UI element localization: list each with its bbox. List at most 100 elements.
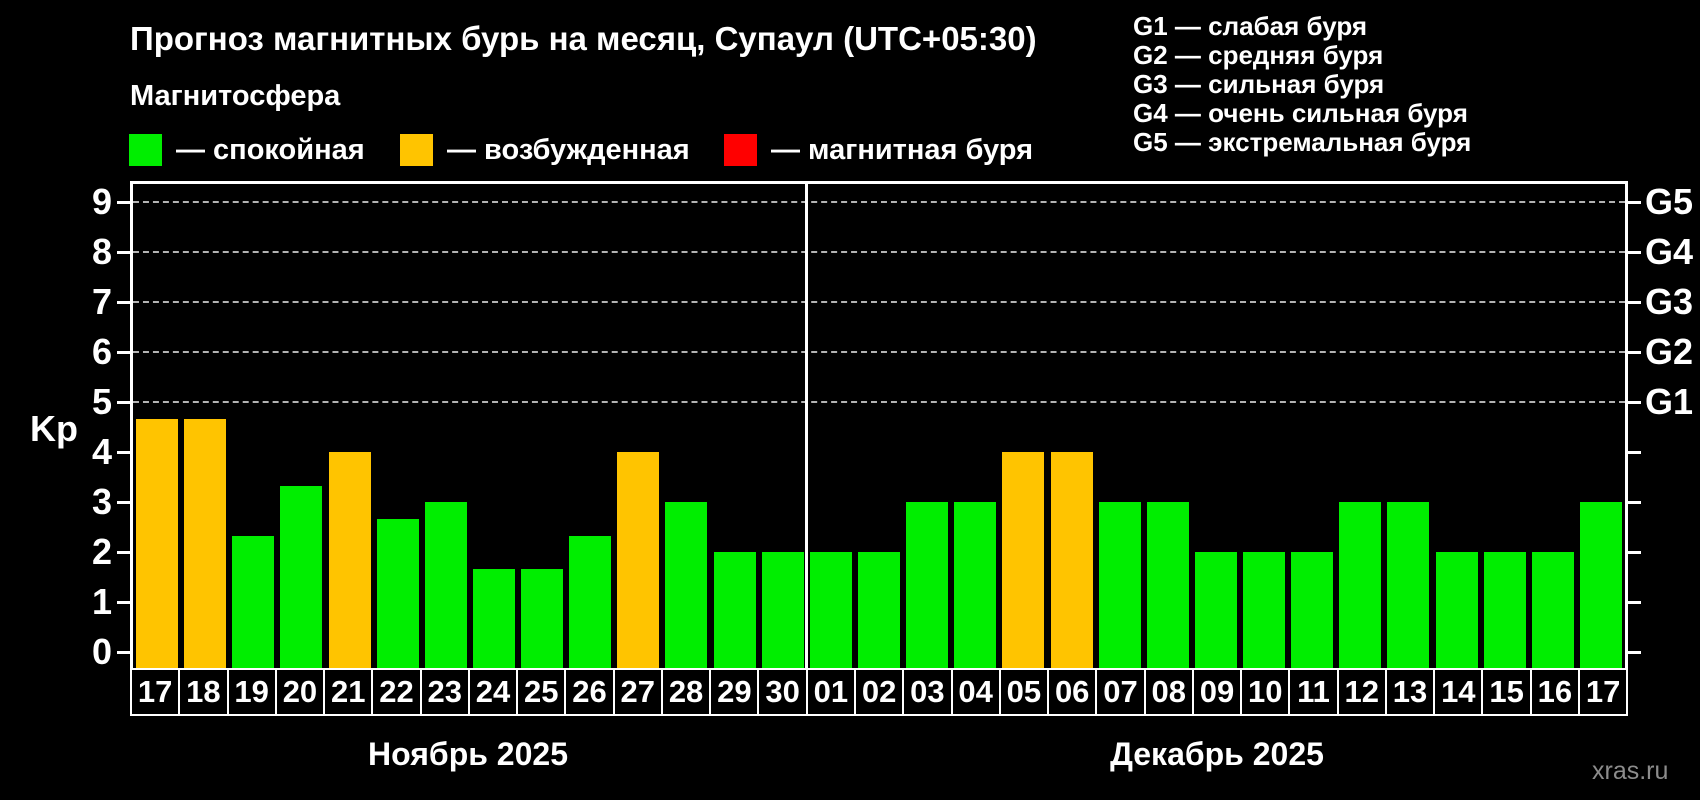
date-label: 02 [853, 668, 905, 716]
storm-scale-item: G4 — очень сильная буря [1133, 98, 1468, 128]
kp-bar [424, 502, 467, 668]
date-label: 14 [1433, 668, 1484, 716]
magnetosphere-label: Магнитосфера [130, 80, 341, 112]
kp-bar [617, 452, 660, 668]
date-label: 26 [564, 668, 615, 716]
month-divider-line [805, 184, 809, 668]
g-level-label: G1 [1645, 381, 1694, 422]
date-label: 12 [1336, 668, 1387, 716]
date-label: 16 [1529, 668, 1580, 716]
date-label: 11 [1288, 668, 1339, 716]
date-label: 08 [1143, 668, 1194, 716]
y-tick-label: 4 [91, 431, 112, 472]
date-label: 20 [274, 668, 326, 716]
y-tick-label: 9 [91, 181, 112, 222]
g-level-label: G3 [1645, 281, 1694, 322]
g-tick-mark [1628, 250, 1641, 254]
y-tick-label: 7 [91, 281, 112, 322]
kp-bar [1291, 552, 1334, 668]
y-tick-mark [117, 600, 130, 604]
g-tick-mark [1628, 650, 1641, 654]
kp-bar [472, 568, 515, 668]
y-axis-title: Kp [30, 408, 78, 449]
kp-bar [665, 502, 708, 668]
kp-bar [569, 535, 612, 668]
g-tick-mark [1628, 450, 1641, 454]
date-axis: 17 18 19 20 21 22 23 24 25 26 27 28 29 30 01 02 03 04 05 06… [130, 668, 1629, 716]
legend-label-quiet: — спокойная [176, 133, 365, 166]
kp-bar [1387, 502, 1430, 668]
legend-swatch-quiet [129, 134, 162, 166]
kp-bar [858, 552, 900, 668]
kp-bar [521, 568, 564, 668]
kp-bar [1098, 502, 1141, 668]
y-tick-mark [117, 200, 130, 204]
storm-scale-legend: G1 — слабая буря G2 — средняя буря G3 — си… [1133, 12, 1471, 157]
y-tick-label: 0 [91, 631, 112, 672]
date-label: 22 [371, 668, 422, 716]
y-tick-mark [117, 450, 130, 454]
date-label: 03 [902, 668, 953, 716]
legend-swatch-excited [400, 134, 433, 166]
gridline-kp8 [133, 251, 1625, 253]
kp-bar [1435, 552, 1478, 668]
gridline-kp9 [133, 201, 1625, 203]
y-tick-label: 6 [91, 331, 112, 372]
y-tick-label: 8 [91, 231, 112, 272]
kp-bar [906, 502, 949, 668]
watermark: xras.ru [1592, 757, 1669, 785]
legend-label-excited: — возбужденная [447, 133, 690, 166]
g-tick-mark [1628, 500, 1641, 504]
kp-bar [1531, 552, 1574, 668]
y-tick-mark [117, 650, 130, 654]
kp-bar [376, 518, 419, 668]
g-tick-mark [1628, 200, 1641, 204]
legend-swatch-storm [724, 134, 757, 166]
y-tick-mark [117, 550, 130, 554]
date-label: 24 [467, 668, 519, 716]
kp-bar [328, 452, 371, 668]
y-tick-label: 5 [91, 381, 112, 422]
g-level-label: G2 [1645, 331, 1694, 372]
kp-bar [184, 418, 227, 668]
plot-area [130, 181, 1628, 668]
date-label: 28 [660, 668, 712, 716]
date-label: 18 [178, 668, 229, 716]
g-tick-mark [1628, 350, 1641, 354]
date-label: 10 [1240, 668, 1291, 716]
y-tick-label: 3 [91, 481, 112, 522]
y-tick-mark [117, 350, 130, 354]
date-label: 27 [612, 668, 663, 716]
kp-bar [1243, 552, 1286, 668]
gridline-kp6 [133, 351, 1625, 353]
date-label: 30 [757, 668, 808, 716]
y-tick-mark [117, 250, 130, 254]
kp-bar [761, 552, 804, 668]
date-label: 25 [516, 668, 567, 716]
kp-bar [1146, 502, 1189, 668]
storm-scale-item: G2 — средняя буря [1133, 40, 1384, 70]
gridline-kp5 [133, 401, 1625, 403]
date-label: 09 [1191, 668, 1243, 716]
date-label: 05 [998, 668, 1050, 716]
month-label-november: Ноябрь 2025 [368, 736, 568, 772]
kp-bar [1579, 502, 1622, 668]
date-label: 23 [419, 668, 470, 716]
legend-item-excited: — возбужденная [400, 133, 690, 167]
g-tick-mark [1628, 400, 1641, 404]
kp-bar [1194, 552, 1237, 668]
kp-bar [809, 552, 852, 668]
g-tick-mark [1628, 300, 1641, 304]
date-label: 15 [1481, 668, 1532, 716]
kp-bar [1050, 452, 1093, 668]
gridline-kp7 [133, 301, 1625, 303]
date-label: 06 [1047, 668, 1098, 716]
y-tick-mark [117, 500, 130, 504]
kp-bar [1002, 452, 1045, 668]
storm-scale-item: G3 — сильная буря [1133, 69, 1385, 99]
legend-item-storm: — магнитная буря [724, 133, 1033, 167]
date-label: 29 [709, 668, 760, 716]
kp-bar [954, 502, 997, 668]
date-label: 01 [805, 668, 856, 716]
